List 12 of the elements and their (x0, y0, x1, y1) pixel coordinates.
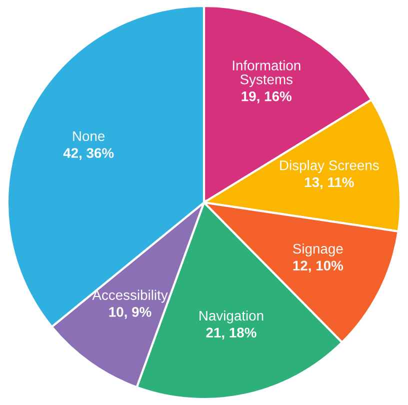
data-label: 13, 11% (304, 177, 354, 190)
data-label: 19, 16% (242, 91, 292, 104)
slice-label: Signage (293, 243, 343, 256)
slice-label: None (73, 131, 105, 142)
slice-label: Navigation (200, 310, 264, 324)
slice-label: Accessibility (92, 290, 168, 303)
data-label: 21, 18% (206, 328, 256, 340)
data-label: 12, 10% (293, 260, 344, 273)
slice-label: Display Screens (280, 160, 379, 174)
slice-label: Information Systems (232, 60, 300, 88)
data-label: 10, 9% (109, 307, 152, 319)
data-label: 42, 36% (63, 148, 114, 160)
